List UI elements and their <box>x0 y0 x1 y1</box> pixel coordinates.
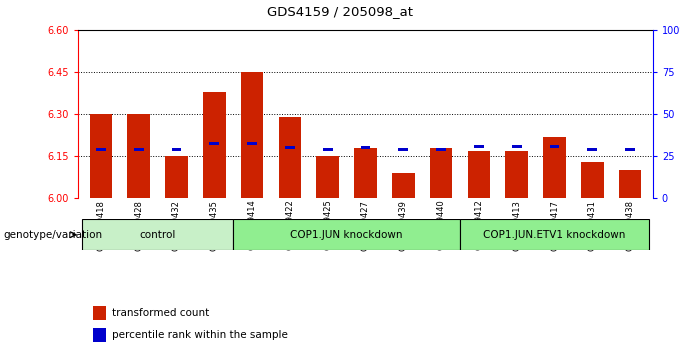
Bar <box>625 148 635 151</box>
Bar <box>588 148 597 151</box>
Bar <box>134 148 143 151</box>
FancyBboxPatch shape <box>82 219 233 250</box>
Text: genotype/variation: genotype/variation <box>3 230 103 240</box>
Bar <box>241 72 263 198</box>
Text: transformed count: transformed count <box>112 308 209 318</box>
Bar <box>316 156 339 198</box>
Bar <box>165 156 188 198</box>
Text: control: control <box>139 229 175 240</box>
Bar <box>279 117 301 198</box>
Bar <box>512 145 522 148</box>
Bar <box>360 146 371 149</box>
Bar <box>93 306 106 320</box>
Bar <box>247 142 257 145</box>
FancyBboxPatch shape <box>460 219 649 250</box>
Bar <box>93 327 106 342</box>
Bar <box>581 162 604 198</box>
Bar <box>474 145 484 148</box>
Bar <box>430 148 452 198</box>
Bar <box>209 142 219 145</box>
Bar <box>96 148 106 151</box>
Bar <box>354 148 377 198</box>
Bar <box>436 148 446 151</box>
Bar <box>619 170 641 198</box>
Bar <box>392 173 415 198</box>
Text: percentile rank within the sample: percentile rank within the sample <box>112 330 288 340</box>
Text: GDS4159 / 205098_at: GDS4159 / 205098_at <box>267 5 413 18</box>
Bar <box>127 114 150 198</box>
Bar <box>90 114 112 198</box>
Bar <box>171 148 182 151</box>
Bar <box>323 148 333 151</box>
Bar <box>285 146 295 149</box>
Bar <box>398 148 408 151</box>
Bar <box>468 150 490 198</box>
Bar <box>505 150 528 198</box>
Bar <box>543 137 566 198</box>
Bar <box>203 92 226 198</box>
Text: COP1.JUN.ETV1 knockdown: COP1.JUN.ETV1 knockdown <box>483 229 626 240</box>
Bar <box>549 145 560 148</box>
FancyBboxPatch shape <box>233 219 460 250</box>
Text: COP1.JUN knockdown: COP1.JUN knockdown <box>290 229 403 240</box>
